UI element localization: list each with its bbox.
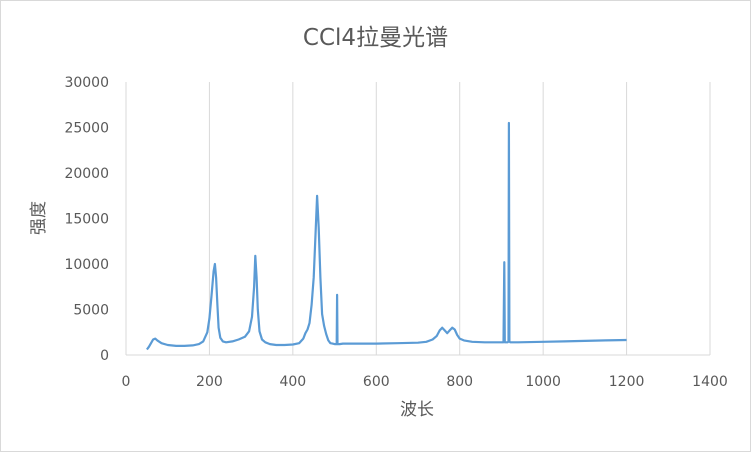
- x-tick-label: 400: [279, 374, 306, 390]
- x-tick-label: 600: [363, 374, 390, 390]
- x-tick-label: 800: [446, 374, 473, 390]
- y-tick-label: 25000: [64, 121, 109, 137]
- series-layer: [146, 121, 627, 351]
- gridlines: [125, 82, 711, 355]
- y-tick-label: 15000: [64, 212, 109, 228]
- x-tick-label: 1400: [692, 374, 728, 390]
- x-tick-label: 1000: [525, 374, 561, 390]
- axes: 0 200 400 600 800 1000 1200 1400 0 5000 10000 15000…: [64, 75, 727, 390]
- y-tick-label: 20000: [64, 166, 109, 182]
- chart-title: CCl4拉曼光谱: [303, 25, 448, 51]
- y-tick-label: 10000: [64, 257, 109, 273]
- x-tick-label: 0: [122, 374, 131, 390]
- y-tick-label: 0: [100, 348, 109, 364]
- y-tick-label: 30000: [64, 75, 109, 91]
- x-axis-label: 波长: [400, 400, 434, 420]
- y-tick-label: 5000: [73, 303, 109, 319]
- y-axis-label: 强度: [29, 201, 49, 235]
- x-tick-label: 200: [196, 374, 223, 390]
- series-line-0: [146, 121, 627, 351]
- x-tick-label: 1200: [609, 374, 645, 390]
